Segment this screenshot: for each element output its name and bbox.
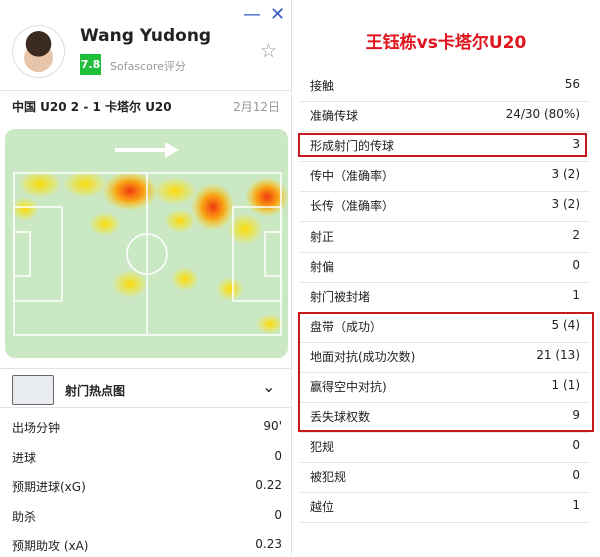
- stat-label: 传中（准确率）: [310, 169, 395, 184]
- stat-value: 0: [274, 448, 282, 463]
- stat-label: 准确传球: [310, 109, 359, 124]
- divider: [300, 492, 590, 494]
- heatmap: [5, 129, 288, 358]
- stat-value: 56: [564, 77, 580, 91]
- stat-label: 进球: [12, 450, 37, 465]
- highlight-box-duels: [298, 312, 594, 432]
- stat-value: 24/30 (80%): [505, 107, 580, 122]
- divider: [300, 371, 590, 373]
- stat-value: 2: [572, 227, 580, 242]
- stat-row: 出场分钟 90': [12, 419, 282, 439]
- divider: [300, 462, 590, 464]
- stats-panel: 王钰栋vs卡塔尔U20 接触 56 准确传球 24/30 (80%) 形成射门的传球 3 传…: [292, 0, 600, 556]
- stat-label: 犯规: [310, 440, 335, 455]
- stat-value: 0: [572, 438, 580, 453]
- stat-value: 1: [572, 498, 580, 513]
- divider: [300, 341, 590, 343]
- stat-row: 射偏 0: [310, 258, 580, 278]
- divider: [300, 131, 590, 133]
- player-name: Wang Yudong: [80, 26, 212, 46]
- stat-row: 地面对抗(成功次数) 21 (13): [310, 348, 580, 368]
- stat-label: 赢得空中对抗): [310, 380, 387, 394]
- stat-row: 接触 56: [310, 77, 580, 97]
- stat-label: 地面对抗(成功次数): [310, 349, 416, 364]
- match-date: 2月12日: [233, 100, 280, 114]
- stat-value: 90': [263, 419, 282, 433]
- rating-label: Sofascore评分: [110, 60, 186, 73]
- divider: [300, 101, 590, 102]
- stat-label: 被犯规: [310, 470, 347, 485]
- stat-row: 射正 2: [310, 228, 580, 248]
- stat-label: 预期助攻 (xA): [12, 539, 89, 553]
- highlight-box-key-passes: [298, 133, 587, 157]
- stat-value: 9: [572, 408, 580, 423]
- stat-value: 21 (13): [536, 347, 580, 362]
- minimize-icon[interactable]: —: [243, 4, 261, 25]
- divider: [300, 281, 590, 283]
- stat-row: 预期进球(xG) 0.22: [12, 478, 282, 498]
- stat-label: 射门被封堵: [310, 289, 371, 304]
- rating-badge: 7.8: [80, 54, 101, 75]
- stat-label: 出场分钟: [12, 421, 61, 435]
- heatmap-svg: [11, 142, 288, 336]
- stat-label: 形成射门的传球: [310, 139, 395, 154]
- pitch-lines: [13, 172, 282, 336]
- stat-value: 0.23: [255, 537, 282, 551]
- shotmap-pitch-icon: [12, 375, 54, 405]
- stat-row: 形成射门的传球 3: [310, 137, 580, 157]
- stat-row: 预期助攻 (xA) 0.23: [12, 537, 282, 557]
- avatar: [12, 25, 65, 78]
- stat-label: 盘带（成功）: [310, 319, 383, 334]
- stat-row: 准确传球 24/30 (80%): [310, 107, 580, 127]
- stat-row: 传中（准确率） 3 (2): [310, 167, 580, 187]
- divider: [300, 432, 590, 434]
- stat-value: 3 (2): [551, 167, 580, 182]
- stat-row: 越位 1: [310, 498, 580, 518]
- stat-label: 越位: [310, 500, 335, 515]
- divider: [300, 191, 590, 193]
- stat-label: 射偏: [310, 259, 335, 274]
- stat-row: 被犯规 0: [310, 468, 580, 488]
- heat-blobs: [11, 170, 288, 334]
- stat-value: 0.22: [255, 478, 282, 492]
- match-row[interactable]: 中国 U20 2 - 1 卡塔尔 U20 2月12日: [0, 90, 292, 122]
- chevron-down-icon[interactable]: ⌄: [262, 377, 276, 396]
- stat-value: 5 (4): [551, 317, 580, 332]
- stat-row: 射门被封堵 1: [310, 288, 580, 308]
- panel-title: 王钰栋vs卡塔尔U20: [365, 33, 527, 53]
- divider: [300, 251, 590, 253]
- stat-value: 3 (2): [551, 197, 580, 212]
- favorite-star-icon[interactable]: ☆: [260, 40, 278, 62]
- stat-value: 0: [572, 468, 580, 483]
- player-panel: — ✕ Wang Yudong 7.8 Sofascore评分 ☆ 中国 U20…: [0, 0, 292, 556]
- stat-row: 助杀 0: [12, 508, 282, 528]
- stat-value: 1 (1): [551, 378, 580, 392]
- match-teams: 中国 U20 2 - 1 卡塔尔 U20: [12, 100, 172, 114]
- stat-row: 丢失球权数 9: [310, 408, 580, 428]
- stat-row: 进球 0: [12, 449, 282, 469]
- divider: [300, 402, 590, 403]
- stat-row: 长传（准确率） 3 (2): [310, 197, 580, 217]
- stat-label: 长传（准确率）: [310, 199, 395, 214]
- stat-value: 3: [572, 137, 580, 152]
- stat-label: 射正: [310, 229, 335, 244]
- close-icon[interactable]: ✕: [270, 4, 286, 25]
- shotmap-label: 射门热点图: [65, 384, 126, 398]
- stat-row: 盘带（成功） 5 (4): [310, 318, 580, 338]
- stat-label: 丢失球权数: [310, 410, 371, 425]
- stat-row: 犯规 0: [310, 438, 580, 458]
- stat-value: 0: [274, 507, 282, 522]
- stat-label: 接触: [310, 79, 335, 93]
- stat-row: 赢得空中对抗) 1 (1): [310, 378, 580, 398]
- stat-label: 助杀: [12, 509, 37, 524]
- divider: [300, 161, 590, 163]
- shotmap-toggle[interactable]: 射门热点图 ⌄: [0, 368, 292, 408]
- divider: [300, 221, 590, 223]
- stat-label: 预期进球(xG): [12, 480, 86, 494]
- stat-value: 1: [572, 287, 580, 302]
- attack-direction-arrow-icon: [115, 142, 179, 158]
- divider: [300, 522, 590, 524]
- stat-value: 0: [572, 257, 580, 272]
